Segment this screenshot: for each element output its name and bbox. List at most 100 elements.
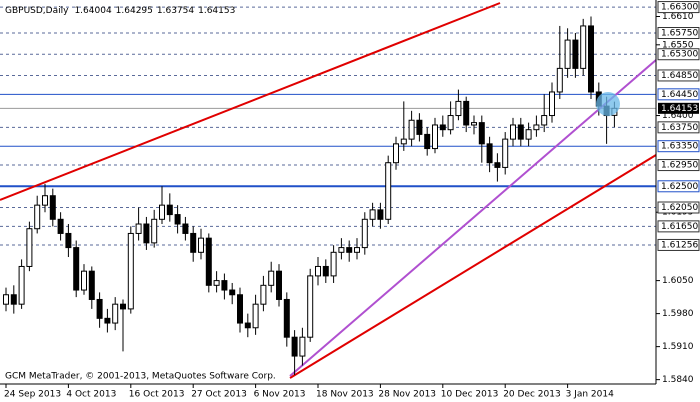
candle-body (330, 251, 337, 277)
y-tick-label: 1.6550 (662, 40, 694, 50)
level-label-box (657, 201, 700, 214)
level-label-box (657, 27, 700, 40)
level-label: 1.65300 (661, 50, 698, 60)
candle-body (439, 124, 446, 131)
candle-body (322, 265, 329, 277)
y-tick-label: 1.5980 (662, 309, 694, 319)
candle-body (588, 25, 594, 93)
candle-body (510, 124, 516, 140)
candle-body (260, 284, 267, 305)
candle-body (455, 100, 462, 117)
level-label: 1.63750 (661, 123, 698, 133)
level-label: 1.64850 (661, 71, 698, 81)
last-high: 1.64295 (116, 6, 153, 16)
level-label: 1.61650 (661, 222, 698, 232)
candle-body (307, 275, 314, 338)
level-label-box (657, 48, 700, 61)
x-tick-label: 24 Sep 2013 (4, 390, 61, 400)
level-label: 1.64450 (661, 90, 698, 100)
candle-body (42, 195, 48, 206)
x-tick-label: 6 Nov 2013 (254, 390, 306, 400)
candle-body (580, 25, 587, 69)
footer: GCM MetaTrader, © 2001-2013, MetaQuotes … (5, 372, 276, 382)
x-tick-label: 28 Nov 2013 (378, 390, 436, 400)
candle-body (369, 209, 376, 220)
candle-body (213, 280, 220, 286)
candle-body (549, 91, 555, 117)
level-label: 1.62050 (661, 203, 698, 213)
candle-body (151, 218, 158, 244)
level-label-box (657, 88, 700, 101)
level-label: 1.61256 (661, 240, 698, 250)
candle-body (533, 124, 540, 131)
current-price-label: 1.64153 (661, 104, 698, 114)
candle-body (385, 162, 392, 220)
candle-body (49, 195, 56, 220)
current-price-box (658, 102, 699, 114)
y-tick-label: 1.6400 (662, 111, 694, 121)
candle-body (174, 214, 181, 225)
y-tick-label: 1.6050 (662, 276, 694, 286)
candle-body (556, 67, 563, 93)
candle-body (564, 39, 571, 69)
level-label: 1.63350 (661, 142, 698, 152)
candle-body (205, 237, 212, 286)
candle-body (276, 270, 282, 300)
candle-body (120, 303, 126, 310)
candle-body (354, 247, 360, 253)
y-tick-label: 1.5910 (662, 342, 694, 352)
candle-body (338, 247, 345, 253)
trend-line (289, 154, 657, 379)
level-label: 1.65750 (661, 29, 698, 39)
candle-body (229, 289, 236, 296)
candle-body (65, 232, 72, 249)
trend-line (289, 59, 657, 377)
level-label-box (657, 159, 700, 172)
candle-body (424, 133, 431, 150)
level-label-box (657, 69, 700, 82)
level-label-box (657, 121, 700, 134)
levels (0, 6, 656, 246)
candle-body (237, 294, 243, 324)
candle-body (361, 218, 368, 249)
level-label: 1.62500 (661, 182, 698, 192)
candle-body (478, 122, 485, 145)
chart-header: GBPUSD,Daily 1.64004 1.64295 1.63754 1.64153 (5, 6, 235, 16)
candle-body (268, 270, 275, 286)
candle-body (541, 115, 548, 126)
level-label-box (657, 180, 700, 193)
x-tick-label: 20 Dec 2013 (503, 390, 561, 400)
x-tick-label: 3 Jan 2014 (566, 390, 614, 400)
candle-body (198, 237, 204, 253)
candle-body (73, 247, 80, 291)
candle-body (57, 218, 64, 234)
x-tick-label: 18 Nov 2013 (316, 390, 374, 400)
candle-body (471, 122, 477, 126)
candle-body (166, 204, 173, 216)
level-label-box (657, 140, 700, 153)
candle-body (88, 270, 95, 300)
candle-body (299, 336, 306, 357)
x-tick-label: 4 Oct 2013 (66, 390, 116, 400)
candle-body (572, 39, 579, 69)
y-tick-label: 1.6610 (662, 12, 694, 22)
candle-body (393, 143, 399, 164)
candle-body (159, 204, 165, 220)
candle-body (244, 322, 251, 329)
candle-body (26, 228, 33, 267)
candle-body (182, 223, 189, 234)
candle-body (346, 247, 353, 253)
level-label-box (657, 1, 700, 14)
candle-body (447, 115, 454, 131)
candle-body (463, 100, 470, 126)
candle-body (416, 119, 423, 135)
candle-body (283, 298, 290, 338)
candle-body (502, 138, 509, 168)
candle-body (377, 209, 384, 220)
x-tick-label: 27 Oct 2013 (191, 390, 247, 400)
candle-body (135, 223, 142, 234)
candle-body (18, 265, 25, 305)
trend-line (0, 2, 501, 201)
candle-body (10, 294, 17, 305)
candle-body (221, 280, 228, 291)
